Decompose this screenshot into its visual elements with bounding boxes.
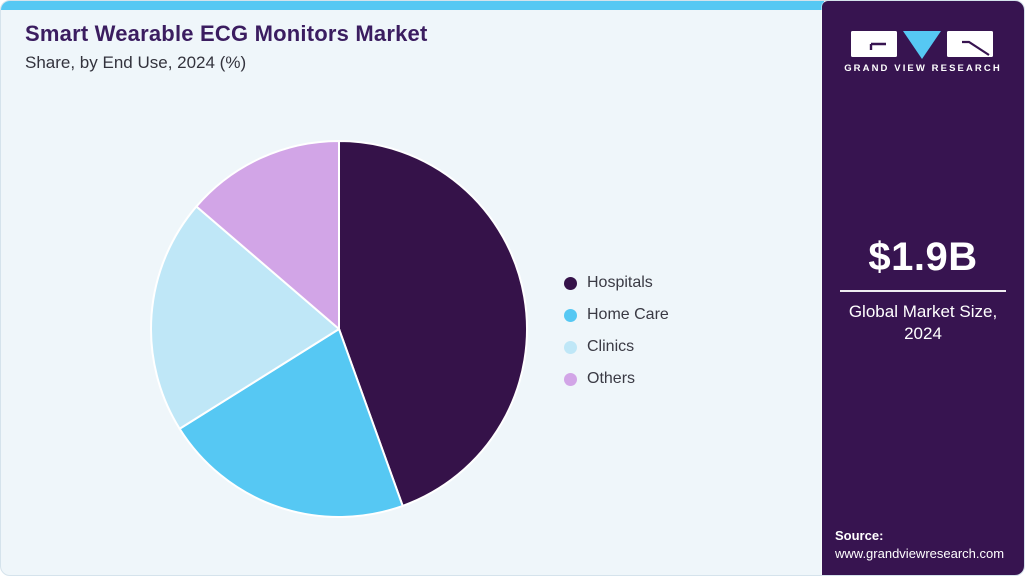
legend-bullet-icon: [564, 308, 577, 322]
legend-item-hospitals: Hospitals: [564, 267, 669, 299]
legend-label: Home Care: [587, 306, 669, 323]
logo-r-glyph: [962, 40, 990, 56]
logo-v-icon: [903, 31, 941, 59]
source-block: Source: www.grandviewresearch.com: [835, 528, 1004, 561]
page-subtitle: Share, by End Use, 2024 (%): [25, 53, 247, 72]
pie-slice-clinics: [150, 205, 340, 430]
legend-item-home-care: Home Care: [564, 299, 669, 331]
legend-item-clinics: Clinics: [564, 331, 669, 363]
pie-chart: [149, 139, 529, 519]
legend-item-others: Others: [564, 363, 669, 395]
pie-slice-others: [195, 140, 340, 330]
source-label: Source:: [835, 528, 884, 543]
pie-slice-hospitals: [338, 140, 528, 507]
top-accent-bar: [1, 1, 824, 10]
legend-label: Hospitals: [587, 274, 653, 291]
sidebar: GRAND VIEW RESEARCH $1.9B Global Market …: [822, 1, 1024, 575]
market-size-divider: [840, 290, 1006, 292]
source-url: www.grandviewresearch.com: [835, 546, 1005, 561]
logo-text: GRAND VIEW RESEARCH: [844, 63, 1002, 74]
gvr-logo-icon: GRAND VIEW RESEARCH: [844, 31, 1002, 74]
pie-chart-svg: [150, 140, 528, 518]
page-title: Smart Wearable ECG Monitors Market: [25, 21, 428, 46]
brand-logo-block: GRAND VIEW RESEARCH: [822, 23, 1024, 80]
legend-label: Clinics: [587, 338, 635, 355]
market-size-value: $1.9B: [868, 235, 978, 279]
chart-legend: Hospitals Home Care Clinics Others: [564, 267, 669, 395]
logo-g-glyph: [869, 42, 886, 50]
legend-bullet-icon: [564, 276, 577, 290]
header: Smart Wearable ECG Monitors Market Share…: [25, 21, 428, 73]
pie-slice-home-care: [178, 328, 404, 518]
legend-label: Others: [587, 370, 636, 387]
market-size-block: $1.9B Global Market Size, 2024: [822, 235, 1024, 345]
legend-bullet-icon: [564, 372, 577, 386]
market-size-label: Global Market Size, 2024: [848, 302, 998, 343]
legend-bullet-icon: [564, 340, 577, 354]
